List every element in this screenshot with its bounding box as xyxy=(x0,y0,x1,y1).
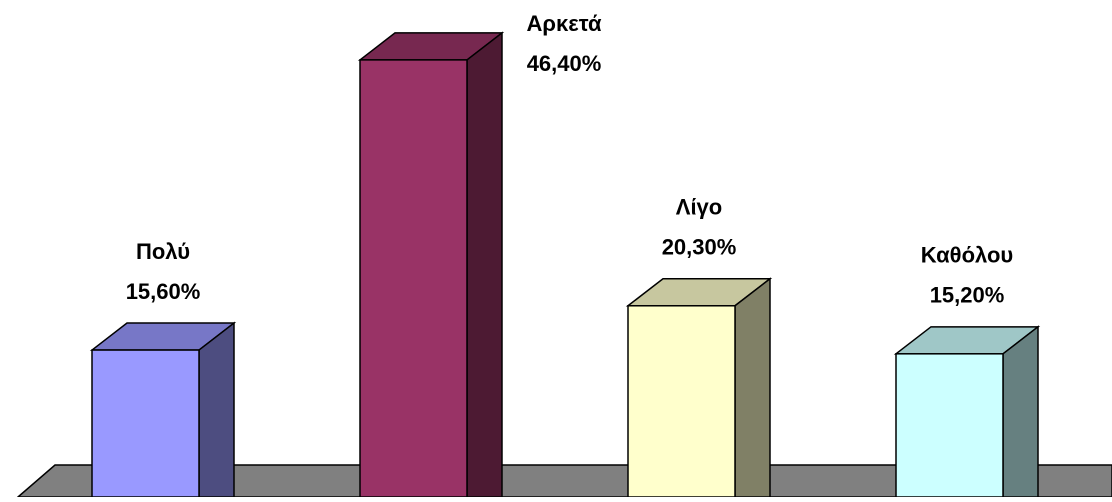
value-label: 15,60% xyxy=(126,279,201,304)
value-label: 46,40% xyxy=(527,51,602,76)
bar xyxy=(895,353,1004,498)
bar-side xyxy=(198,321,235,498)
bar xyxy=(359,59,468,498)
category-label: Πολύ xyxy=(136,239,190,264)
value-label: 15,20% xyxy=(930,283,1005,308)
category-label: Αρκετά xyxy=(527,11,602,36)
bar-side xyxy=(466,31,503,498)
value-label: 20,30% xyxy=(662,235,737,260)
category-label: Λίγο xyxy=(676,195,722,220)
bar xyxy=(627,305,736,498)
bar-side xyxy=(734,277,771,498)
category-label: Καθόλου xyxy=(921,243,1013,268)
bar-side xyxy=(1002,325,1039,498)
bar xyxy=(91,349,200,498)
